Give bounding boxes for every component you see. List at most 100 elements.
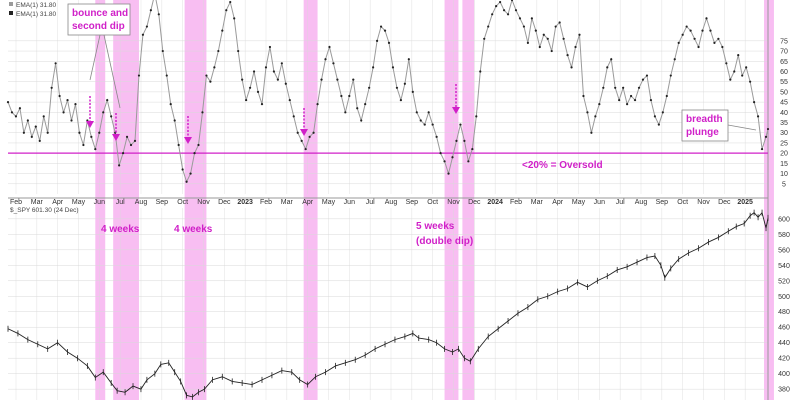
data-point: [336, 78, 339, 81]
data-point: [205, 74, 208, 77]
data-point: [264, 66, 268, 69]
data-point: [189, 172, 192, 175]
data-point: [328, 45, 331, 49]
breadth-leader: [727, 124, 757, 131]
x-tick-label: Apr: [52, 199, 64, 206]
data-point: [316, 103, 319, 106]
data-point: [475, 115, 478, 118]
dip-arrow-head: [452, 107, 460, 114]
data-point: [129, 143, 133, 147]
x-tick-label: 2024: [487, 199, 503, 206]
x-tick-label: Dec: [468, 199, 481, 206]
data-point: [705, 17, 708, 20]
data-point: [459, 123, 462, 126]
data-point: [106, 98, 109, 102]
data-point: [121, 152, 125, 155]
y-tick-label: 60: [780, 69, 788, 76]
data-point: [30, 135, 33, 138]
data-point: [538, 45, 541, 49]
data-point: [435, 135, 438, 138]
data-point: [649, 98, 653, 102]
data-point: [94, 147, 97, 151]
data-point: [697, 45, 700, 49]
dip-arrow-head: [86, 121, 94, 128]
data-point: [403, 82, 406, 85]
data-point: [149, 9, 152, 12]
y-tick-label: 380: [778, 387, 790, 394]
x-tick-label: Dec: [218, 199, 231, 206]
data-point: [673, 58, 676, 61]
data-point: [709, 29, 712, 32]
data-point: [415, 111, 418, 114]
breadth-callout-box: [681, 109, 729, 142]
data-point: [165, 74, 168, 77]
x-tick-label: Sep: [656, 199, 669, 206]
y-tick-label: 25: [780, 140, 788, 147]
y-tick-label: 35: [780, 120, 788, 127]
data-point: [447, 172, 450, 175]
data-point: [284, 82, 287, 85]
data-point: [360, 119, 363, 122]
y-tick-label: 540: [778, 263, 790, 270]
data-point: [522, 25, 526, 28]
data-point: [669, 74, 672, 77]
data-point: [54, 62, 57, 65]
x-tick-label: 2025: [737, 199, 753, 206]
data-point: [395, 86, 399, 89]
data-point: [499, 0, 502, 4]
y-tick-label: 15: [780, 161, 788, 168]
data-point: [427, 111, 430, 114]
x-tick-label: May: [72, 199, 86, 206]
y-tick-label: 65: [780, 59, 788, 66]
x-tick-label: Aug: [635, 199, 648, 206]
data-point: [594, 115, 597, 118]
data-point: [766, 127, 770, 131]
data-point: [423, 123, 426, 126]
data-point: [197, 143, 200, 147]
data-point: [372, 66, 375, 69]
weeks-label-2: 4 weeks: [174, 224, 213, 235]
data-point: [586, 111, 589, 114]
data-point: [98, 131, 101, 134]
data-point: [38, 139, 41, 143]
data-point: [506, 13, 510, 16]
legend-swatch: [9, 11, 13, 15]
x-tick-label: Nov: [697, 199, 710, 206]
x-tick-label: Jun: [594, 199, 605, 206]
y-tick-label: 600: [778, 216, 790, 223]
weeks-label-1: 4 weeks: [101, 224, 140, 235]
data-point: [518, 17, 522, 20]
data-point: [141, 33, 145, 36]
weeks-label-3a: 5 weeks: [416, 221, 455, 232]
data-point: [764, 135, 768, 138]
data-point: [268, 45, 272, 49]
data-point: [657, 123, 660, 126]
data-point: [308, 135, 311, 138]
data-point: [717, 37, 720, 40]
x-tick-label: Nov: [447, 199, 460, 206]
data-point: [729, 78, 732, 81]
breadth-text-1: breadth: [686, 114, 723, 125]
data-point: [375, 39, 379, 42]
dip-arrows: [86, 84, 460, 144]
y-tick-label: 10: [780, 171, 788, 178]
x-tick-label: Jul: [116, 199, 125, 206]
oversold-band: [303, 0, 318, 400]
data-point: [546, 37, 549, 40]
data-point: [479, 70, 482, 73]
data-point: [348, 94, 351, 98]
data-point: [471, 147, 474, 151]
data-point: [133, 139, 137, 143]
x-tick-label: 2023: [237, 199, 253, 206]
data-point: [241, 78, 244, 81]
data-point: [566, 54, 569, 57]
x-tick-label: Nov: [197, 199, 210, 206]
bounce-text-1: bounce and: [72, 8, 128, 19]
oversold-band: [444, 0, 459, 400]
data-point: [22, 131, 25, 134]
y-tick-label: 480: [778, 309, 790, 316]
data-point: [693, 37, 696, 40]
data-point: [451, 156, 454, 159]
data-point: [661, 111, 664, 114]
data-point: [550, 49, 553, 53]
